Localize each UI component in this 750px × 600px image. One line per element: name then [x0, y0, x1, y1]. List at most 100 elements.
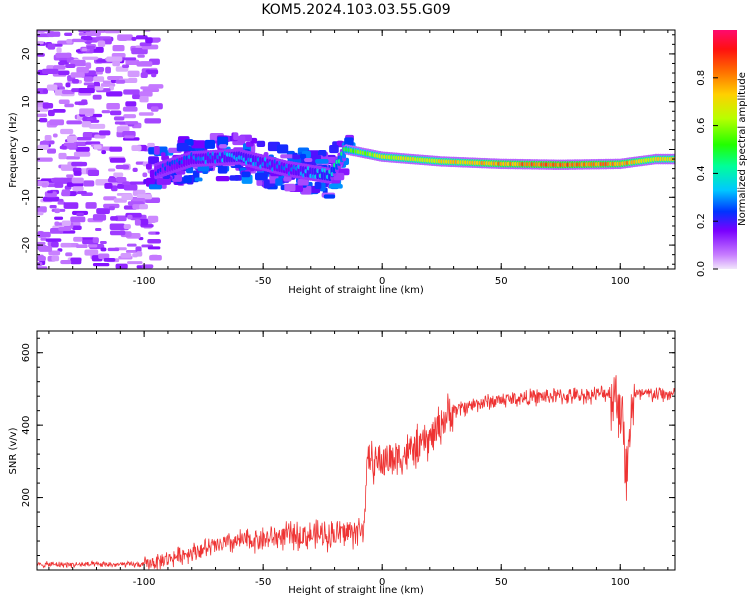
spectrogram-cell — [54, 182, 64, 188]
spectrogram-cell — [61, 189, 71, 197]
spectrogram-cell — [42, 89, 48, 94]
spectrogram-cell — [194, 177, 203, 182]
spectrogram-cell — [95, 227, 102, 231]
spectrogram-cell — [107, 76, 123, 80]
spectrogram-cell — [317, 149, 327, 157]
spectrogram-cell — [58, 99, 70, 105]
spectrogram-cell — [79, 108, 95, 115]
spectrogram-cell — [144, 118, 162, 124]
spectrogram-cell — [51, 241, 59, 248]
spectrogram-cell — [129, 181, 146, 185]
spectrogram-cell — [229, 175, 240, 181]
snr-x-ticks: -100 -50 0 50 100 — [48, 331, 669, 588]
spectrogram-cell — [42, 196, 60, 202]
spectrogram-cell — [82, 132, 94, 139]
spectrogram-cell — [70, 257, 82, 265]
spectrogram-cell — [75, 244, 88, 249]
spectrogram-cell — [121, 57, 137, 61]
spectrogram-cell — [304, 157, 313, 162]
spectrogram-cell — [139, 42, 152, 47]
spectrogram-cell — [65, 82, 71, 88]
spectrogram-cell — [110, 216, 118, 221]
spectrogram-cell — [92, 214, 107, 221]
spectrogram-cell — [80, 36, 92, 40]
spectrogram-cell — [92, 262, 110, 267]
spectrogram-cell — [54, 216, 64, 220]
spectrogram-cell — [141, 264, 154, 269]
spectrogram-ytick-label: -10 — [21, 189, 32, 205]
spectrogram-ytick-label: 0 — [21, 146, 32, 152]
spectrogram-cell — [88, 244, 98, 248]
spectrogram-cell — [66, 120, 82, 125]
spectrogram-cell — [109, 158, 126, 163]
spectrogram-cell — [121, 194, 133, 200]
spectrogram-cell — [57, 70, 70, 76]
spectrogram-cell — [92, 94, 102, 100]
spectrogram-cell — [256, 140, 266, 148]
spectrogram-cell — [81, 48, 88, 52]
spectrogram-ytick-label: 20 — [21, 48, 32, 61]
spectrogram-cell — [112, 60, 121, 67]
spectrogram-cell — [145, 37, 153, 44]
spectrogram-cell — [37, 211, 44, 216]
spectrogram-cell — [131, 36, 137, 41]
spectrogram-cell — [275, 178, 283, 186]
spectrogram-cell — [42, 102, 50, 109]
spectrogram-cell — [148, 84, 164, 89]
spectrogram-cell — [136, 61, 153, 67]
spectrogram-cell — [95, 66, 105, 73]
spectrogram-cell — [61, 220, 71, 227]
spectrogram-cell — [131, 145, 142, 151]
spectrogram-cell — [125, 250, 139, 253]
spectrogram-cell — [138, 112, 154, 116]
spectrogram-cell — [149, 255, 162, 261]
spectrogram-cell — [344, 137, 354, 146]
spectrogram-xtick-label: 50 — [495, 276, 508, 287]
spectrogram-cell — [45, 238, 62, 242]
spectrogram-cell — [70, 72, 85, 78]
spectrogram-cell — [77, 190, 87, 195]
colorbar-label: Normalized spectral amplitude — [737, 72, 748, 226]
spectrogram-cell — [280, 154, 295, 159]
spectrogram-cell — [108, 206, 115, 211]
spectrogram-cell — [37, 241, 46, 245]
spectrogram-cell — [66, 182, 84, 187]
spectrogram-cell — [59, 145, 67, 150]
spectrogram-cell — [49, 205, 57, 209]
spectrogram-ytick-label: -20 — [21, 237, 32, 253]
spectrogram-cell — [111, 185, 118, 192]
spectrogram-cell — [219, 144, 227, 149]
snr-xtick-label: 50 — [495, 577, 508, 588]
spectrogram-cell — [126, 243, 137, 247]
spectrogram-xtick-label: -100 — [133, 276, 156, 287]
spectrogram-cell — [86, 45, 96, 50]
spectrogram-cell — [102, 80, 111, 84]
spectrogram-cell — [83, 76, 94, 82]
spectrogram-cell — [96, 208, 110, 214]
spectrogram-cell — [142, 172, 148, 178]
spectrogram-cell — [116, 126, 130, 133]
spectrogram-cell — [100, 247, 107, 252]
spectrogram-cell — [98, 253, 110, 259]
spectrogram-cell — [136, 251, 143, 257]
spectrogram-cell — [54, 221, 60, 226]
spectrogram-cell — [114, 121, 129, 125]
spectrogram-cell — [41, 182, 48, 188]
spectrogram-cell — [48, 250, 61, 256]
spectrogram-cell — [336, 140, 344, 147]
spectrogram-cell — [110, 110, 122, 116]
spectrogram-cell — [72, 79, 80, 84]
spectrogram-cell — [85, 202, 97, 209]
spectrogram-cell — [284, 183, 296, 192]
colorbar-tick-label: 0.4 — [696, 165, 707, 181]
spectrogram-cell — [60, 128, 74, 135]
snr-line — [36, 375, 676, 570]
spectrogram-cell — [116, 130, 124, 138]
snr-ytick-label: 200 — [21, 488, 32, 507]
spectrogram-cell — [49, 119, 65, 126]
spectrogram-cell — [108, 168, 116, 172]
spectrogram-cell — [81, 121, 92, 128]
spectrogram-cell — [132, 167, 138, 172]
spectrogram-cell — [74, 101, 88, 105]
